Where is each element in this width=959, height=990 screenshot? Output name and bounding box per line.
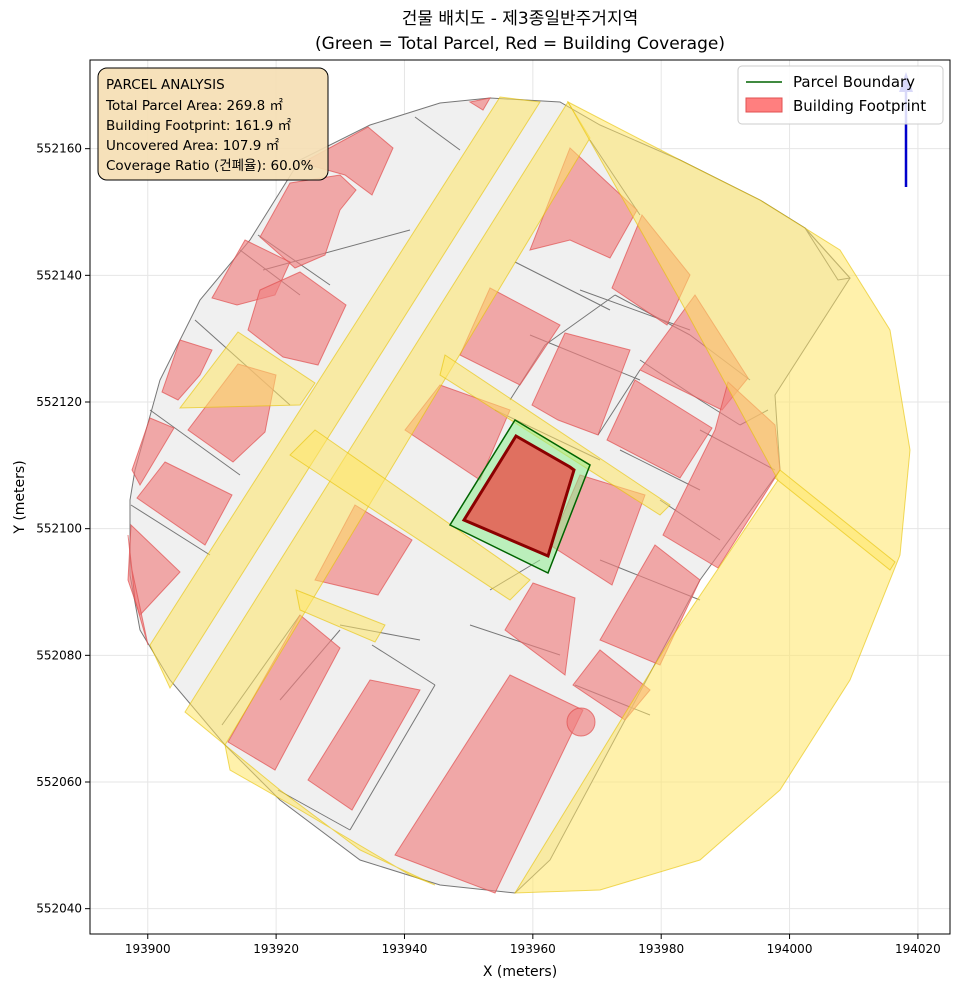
y-axis-label: Y (meters) [12, 460, 28, 534]
parcel-analysis-box: PARCEL ANALYSIS Total Parcel Area: 269.8… [97, 67, 329, 181]
y-tick-label: 552060 [36, 775, 82, 789]
building-footprints [127, 97, 781, 894]
axes-frame [89, 59, 951, 935]
info-line-footprint: Building Footprint: 161.9 ㎡ [106, 118, 292, 134]
x-tick-label: 193920 [253, 942, 299, 956]
info-line-total-area: Total Parcel Area: 269.8 ㎡ [105, 98, 283, 114]
x-tick-label: 193900 [125, 942, 171, 956]
legend: Parcel Boundary Building Footprint [737, 65, 944, 125]
x-tick-label: 194000 [767, 942, 813, 956]
title-line-2: (Green = Total Parcel, Red = Building Co… [315, 34, 725, 54]
x-ticks: 193900 193920 193940 193960 193980 194000 1940… [125, 934, 941, 956]
y-tick-label: 552100 [36, 522, 82, 536]
y-tick-label: 552080 [36, 648, 82, 662]
y-ticks: 552040 552060 552080 552100 552120 552140 5521… [36, 142, 90, 916]
x-tick-label: 193980 [638, 942, 684, 956]
title-line-1: 건물 배치도 - 제3종일반주거지역 [402, 9, 638, 29]
target-building[interactable] [461, 433, 576, 559]
y-tick-label: 552040 [36, 902, 82, 916]
x-tick-label: 194020 [895, 942, 941, 956]
info-line-uncovered: Uncovered Area: 107.9 ㎡ [106, 138, 280, 154]
y-tick-label: 552140 [36, 268, 82, 282]
y-tick-label: 552160 [36, 142, 82, 156]
roads [149, 96, 911, 894]
legend-building-swatch [745, 97, 783, 113]
x-tick-label: 193940 [382, 942, 428, 956]
x-axis-label: X (meters) [483, 964, 557, 980]
x-tick-label: 193960 [510, 942, 556, 956]
info-line-coverage: Coverage Ratio (건폐율): 60.0% [106, 158, 314, 174]
legend-building-label: Building Footprint [793, 97, 926, 115]
legend-parcel-label: Parcel Boundary [793, 73, 915, 91]
y-tick-label: 552120 [36, 395, 82, 409]
info-heading: PARCEL ANALYSIS [106, 77, 225, 93]
